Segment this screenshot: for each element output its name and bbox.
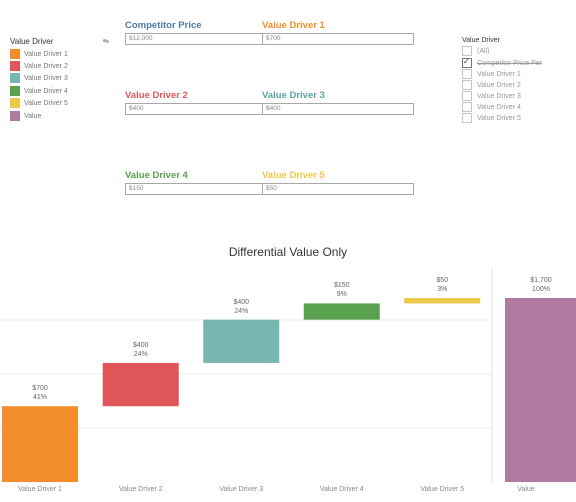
legend-swatch [10, 73, 20, 83]
x-tick-label: Value Driver 3 [219, 486, 264, 493]
data-label: $50 3% [404, 276, 480, 294]
pct-label: 3% [437, 286, 448, 293]
filter-item-label: Value Driver 5 [477, 114, 521, 122]
bar-value-driver-3[interactable] [203, 319, 280, 363]
legend-swatch [10, 61, 20, 71]
filter-item-value-driver-1[interactable]: Value Driver 1 [462, 69, 521, 79]
param-label-competitor-price: Competitor Price [125, 20, 202, 31]
data-label: $700 41% [2, 384, 78, 402]
data-label: $400 24% [203, 298, 279, 316]
checkbox-checked[interactable] [462, 57, 472, 68]
data-label: $1,700 100% [503, 276, 576, 294]
x-tick-label: Value Driver 5 [420, 486, 465, 493]
legend-item[interactable]: Value Driver 3 [10, 73, 68, 83]
pct-label: 24% [133, 350, 148, 358]
filter-item-label: Value Driver 2 [477, 81, 521, 89]
legend-swatch [10, 98, 20, 108]
legend-label: Value Driver 3 [24, 74, 68, 82]
pct-label: 100% [532, 286, 550, 293]
value-label: $400 [233, 298, 250, 306]
pct-label: 24% [234, 307, 249, 315]
param-label-value-driver-4: Value Driver 4 [125, 170, 188, 181]
value-label: $700 [32, 385, 48, 393]
legend-swatch [10, 49, 20, 59]
filter-item-label: (All) [477, 47, 490, 55]
pct-label: 9% [336, 291, 347, 299]
param-label-value-driver-3: Value Driver 3 [262, 90, 325, 101]
filter-item-all[interactable]: (All) [462, 46, 489, 56]
checkbox[interactable] [462, 80, 472, 90]
pencil-icon[interactable]: ✎ [101, 35, 112, 48]
filter-item-competitor-price[interactable]: Competitor Price Per [462, 57, 542, 68]
filter-item-value-driver-4[interactable]: Value Driver 4 [462, 102, 521, 112]
legend-swatch [10, 111, 20, 121]
value-driver-2-input[interactable] [125, 103, 263, 115]
x-tick-label: Value [517, 486, 535, 493]
filter-title: Value Driver [462, 37, 500, 44]
x-tick-label: Value Driver 4 [319, 486, 364, 493]
checkbox[interactable] [462, 91, 472, 101]
bar-value-driver-5[interactable] [404, 298, 481, 304]
filter-item-label: Competitor Price Per [477, 59, 542, 67]
data-label: $150 9% [304, 281, 380, 299]
filter-item-label: Value Driver 1 [477, 70, 521, 78]
bar-value-driver-2[interactable] [102, 362, 179, 407]
pct-label: 41% [32, 394, 47, 402]
checkbox[interactable] [462, 113, 472, 123]
legend-label: Value [24, 112, 42, 120]
legend-label: Value Driver 1 [24, 50, 68, 58]
legend-item[interactable]: Value [10, 111, 41, 121]
bar-value-driver-1[interactable] [2, 406, 78, 482]
legend-label: Value Driver 2 [24, 62, 68, 70]
data-label: $400 24% [103, 341, 179, 359]
value-driver-5-input[interactable] [262, 183, 414, 195]
x-tick-label: Value Driver 2 [118, 486, 163, 493]
legend-item[interactable]: Value Driver 2 [10, 61, 68, 71]
x-tick-label: Value Driver 1 [18, 486, 62, 493]
filter-item-label: Value Driver 3 [477, 92, 521, 100]
value-label: $150 [333, 282, 350, 290]
legend-item[interactable]: Value Driver 1 [10, 49, 68, 59]
filter-item-value-driver-3[interactable]: Value Driver 3 [462, 91, 521, 101]
legend-title: Value Driver [10, 37, 54, 46]
checkbox[interactable] [462, 102, 472, 112]
chart-title: Differential Value Only [228, 245, 348, 259]
filter-item-value-driver-5[interactable]: Value Driver 5 [462, 113, 521, 123]
legend-item[interactable]: Value Driver 4 [10, 86, 68, 96]
legend-label: Value Driver 4 [24, 87, 68, 95]
value-label: $50 [436, 277, 449, 284]
value-label: $1,700 [530, 277, 552, 284]
filter-item-value-driver-2[interactable]: Value Driver 2 [462, 80, 521, 90]
param-label-value-driver-1: Value Driver 1 [262, 20, 325, 31]
value-driver-3-input[interactable] [262, 103, 414, 115]
waterfall-chart [0, 268, 576, 482]
bar-value-driver-4[interactable] [303, 303, 380, 320]
param-label-value-driver-5: Value Driver 5 [262, 170, 325, 181]
param-label-value-driver-2: Value Driver 2 [125, 90, 188, 101]
bar-value[interactable] [505, 298, 576, 482]
checkbox[interactable] [462, 46, 472, 56]
legend-swatch [10, 86, 20, 96]
value-driver-1-input[interactable] [262, 33, 414, 45]
competitor-price-input[interactable] [125, 33, 263, 45]
value-label: $400 [132, 341, 149, 349]
checkbox[interactable] [462, 69, 472, 79]
filter-item-label: Value Driver 4 [477, 103, 521, 111]
legend-item[interactable]: Value Driver 5 [10, 98, 68, 108]
legend-label: Value Driver 5 [24, 99, 68, 107]
value-driver-4-input[interactable] [125, 183, 263, 195]
